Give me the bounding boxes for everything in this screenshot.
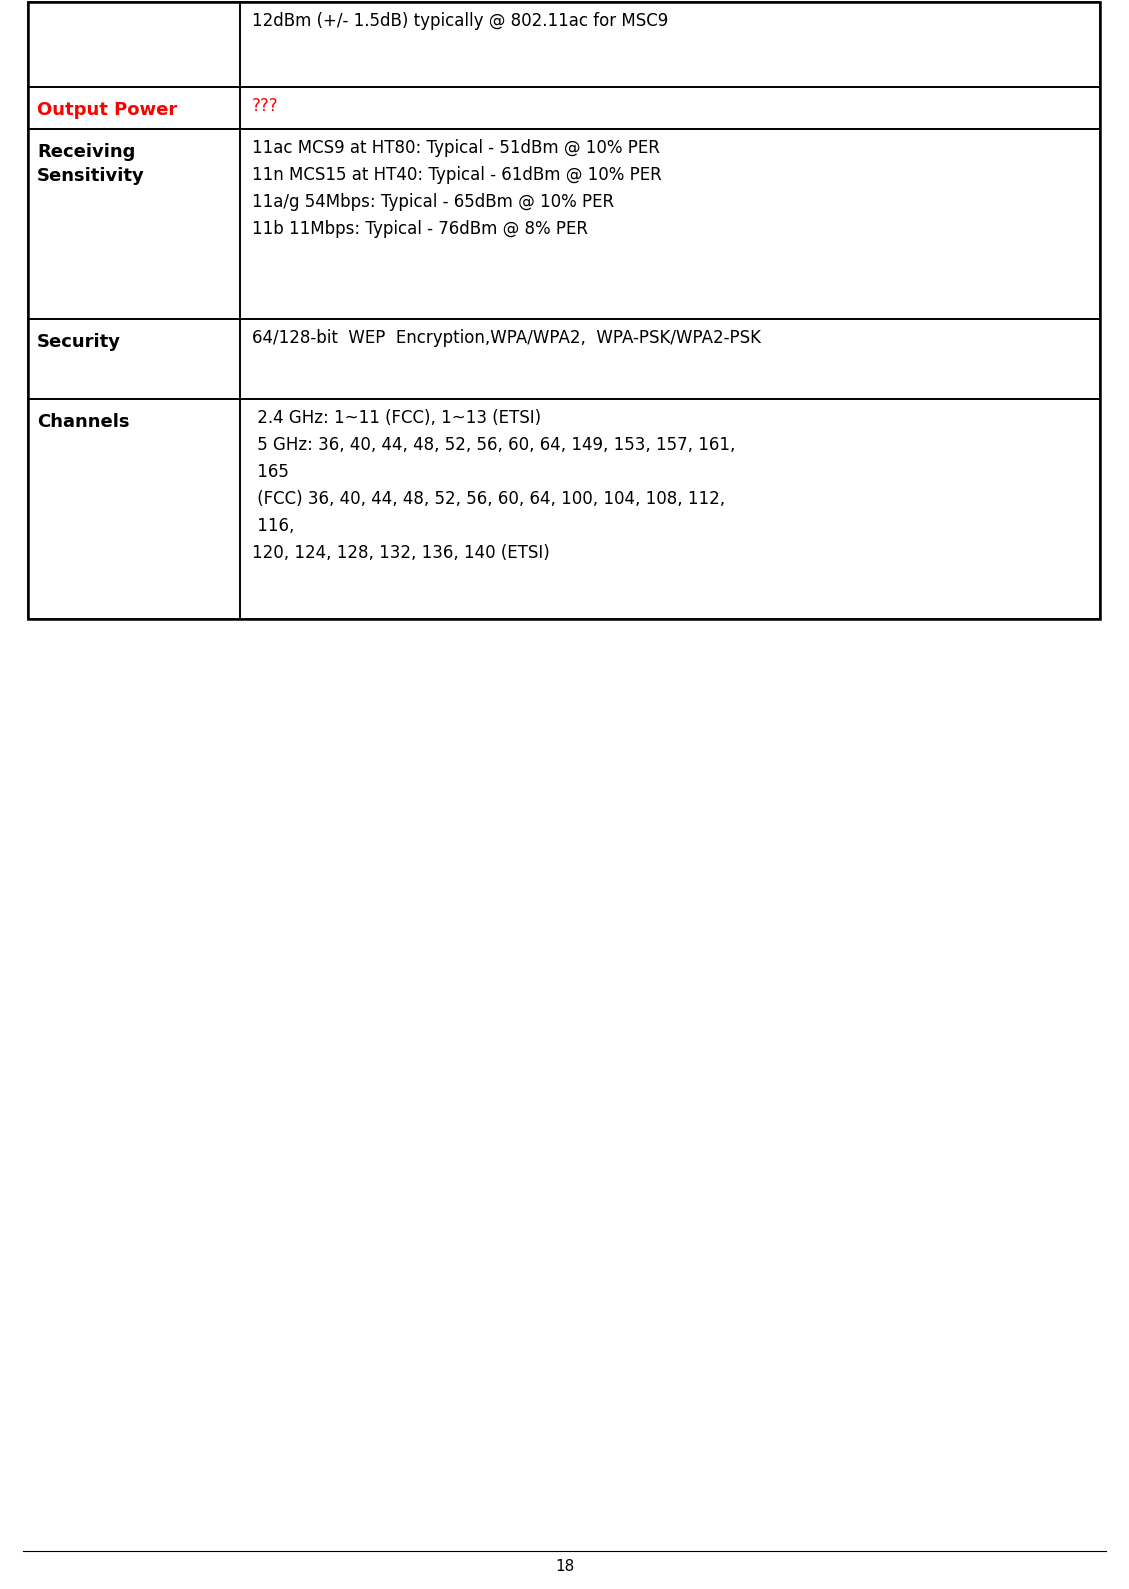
Text: Security: Security — [37, 334, 121, 351]
Bar — [28, 399, 240, 620]
Text: Receiving
Sensitivity: Receiving Sensitivity — [37, 143, 145, 184]
Text: 64/128-bit  WEP  Encryption,WPA/WPA2,  WPA-PSK/WPA2-PSK: 64/128-bit WEP Encryption,WPA/WPA2, WPA-… — [252, 329, 761, 346]
Bar — [240, 2, 1100, 87]
Text: Channels: Channels — [37, 413, 130, 431]
Bar — [240, 87, 1100, 129]
Bar — [28, 319, 240, 399]
Bar — [240, 319, 1100, 399]
Text: Output Power: Output Power — [37, 102, 177, 119]
Bar — [28, 129, 240, 319]
Bar — [240, 129, 1100, 319]
Bar — [28, 87, 240, 129]
Text: ???: ??? — [252, 97, 279, 114]
Bar — [28, 2, 240, 87]
Bar — [28, 2, 1100, 620]
Text: 18: 18 — [554, 1559, 575, 1575]
Text: 11ac MCS9 at HT80: Typical - 51dBm @ 10% PER
11n MCS15 at HT40: Typical - 61dBm : 11ac MCS9 at HT80: Typical - 51dBm @ 10%… — [252, 138, 662, 238]
Text: 12dBm (+/- 1.5dB) typically @ 802.11ac for MSC9: 12dBm (+/- 1.5dB) typically @ 802.11ac f… — [252, 13, 668, 30]
Bar — [240, 399, 1100, 620]
Text: 2.4 GHz: 1~11 (FCC), 1~13 (ETSI)
 5 GHz: 36, 40, 44, 48, 52, 56, 60, 64, 149, 15: 2.4 GHz: 1~11 (FCC), 1~13 (ETSI) 5 GHz: … — [252, 408, 735, 563]
